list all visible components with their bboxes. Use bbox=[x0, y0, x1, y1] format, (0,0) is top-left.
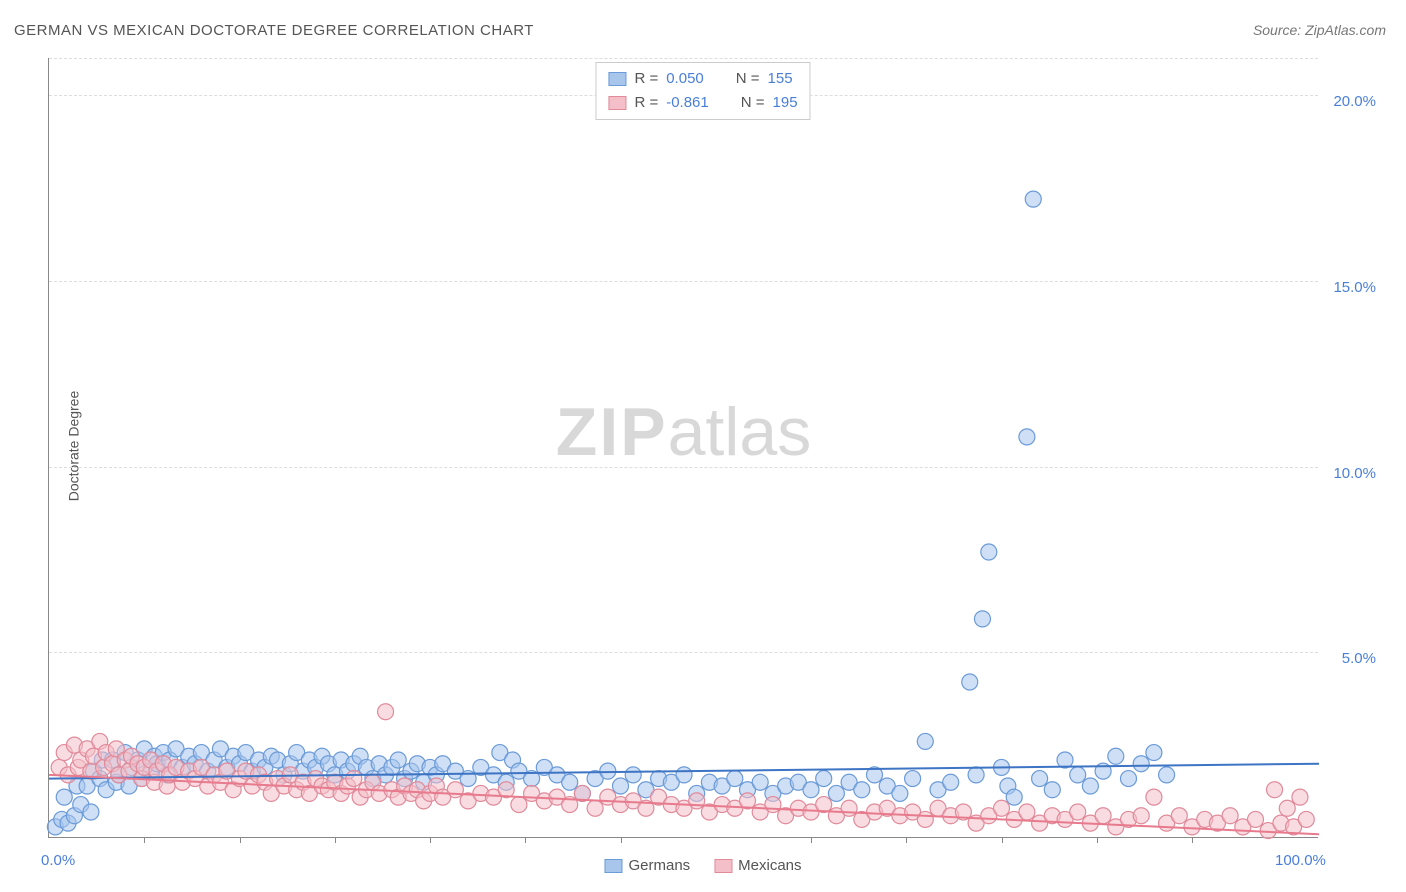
swatch-germans-icon bbox=[604, 859, 622, 873]
swatch-germans bbox=[608, 72, 626, 86]
source-attribution: Source: ZipAtlas.com bbox=[1253, 22, 1386, 38]
swatch-mexicans-icon bbox=[714, 859, 732, 873]
chart-title: GERMAN VS MEXICAN DOCTORATE DEGREE CORRE… bbox=[14, 22, 534, 39]
chart-container: GERMAN VS MEXICAN DOCTORATE DEGREE CORRE… bbox=[0, 0, 1406, 892]
legend-item-germans: Germans bbox=[604, 857, 690, 874]
legend-item-mexicans: Mexicans bbox=[714, 857, 801, 874]
scatter-svg bbox=[49, 58, 1319, 838]
swatch-mexicans bbox=[608, 96, 626, 110]
plot-area: ZIPatlas 5.0%10.0%15.0%20.0%0.0%100.0% bbox=[48, 58, 1318, 838]
correlation-legend: R = 0.050 N = 155 R = -0.861 N = 195 bbox=[595, 62, 810, 120]
legend-row-germans: R = 0.050 N = 155 bbox=[608, 67, 797, 91]
legend-row-mexicans: R = -0.861 N = 195 bbox=[608, 91, 797, 115]
series-legend: Germans Mexicans bbox=[604, 857, 801, 874]
